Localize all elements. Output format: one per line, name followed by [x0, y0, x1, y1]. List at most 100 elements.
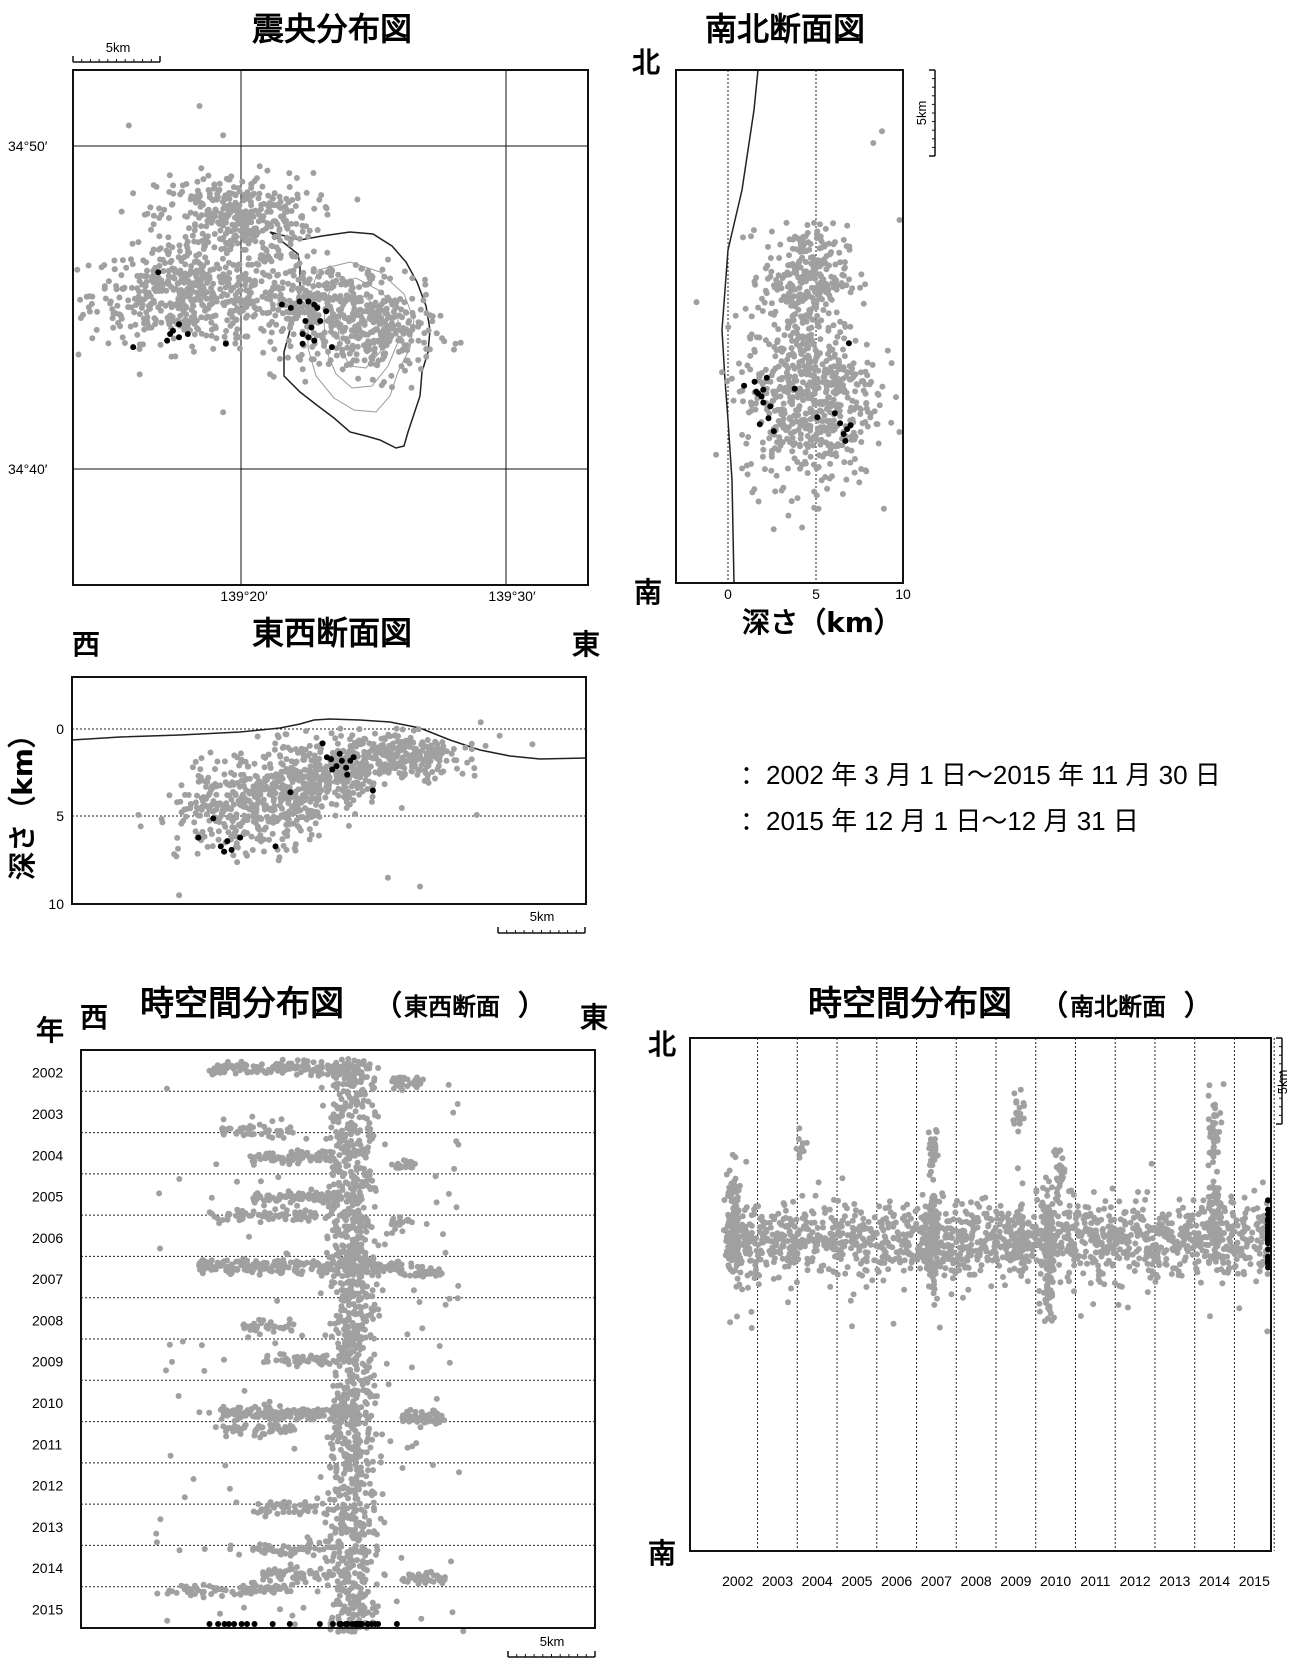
- map-point-gray: [324, 285, 331, 292]
- ew-point-gray: [207, 749, 214, 756]
- ew-point-gray: [135, 811, 142, 818]
- map-point-black: [314, 304, 321, 311]
- ew-st-point-gray: [363, 1566, 370, 1573]
- map-point-gray: [259, 183, 266, 190]
- map-point-gray: [195, 259, 202, 266]
- map-point-gray: [230, 284, 237, 291]
- ns-point-gray: [825, 450, 832, 457]
- map-point-gray: [314, 290, 321, 297]
- ns-point-gray: [778, 285, 785, 292]
- ew-point-gray: [317, 749, 324, 756]
- ns-point-gray: [837, 259, 844, 266]
- ns-point-gray: [848, 447, 855, 454]
- ns-point-gray: [817, 233, 824, 240]
- map-point-black: [155, 269, 162, 276]
- ns-point-gray: [772, 353, 779, 360]
- map-point-gray: [398, 363, 405, 370]
- ew-point-gray: [269, 781, 276, 788]
- ns-point-gray: [830, 284, 837, 291]
- ns-point-gray: [851, 469, 858, 476]
- ns-point-gray: [797, 431, 804, 438]
- ew-st-point-gray: [353, 1200, 360, 1207]
- ew-section-west-label: 西: [72, 628, 100, 661]
- map-point-gray: [415, 337, 422, 344]
- map-point-gray: [256, 163, 263, 170]
- map-point-gray: [140, 257, 147, 264]
- map-point-gray: [195, 294, 202, 300]
- map-point-gray: [283, 222, 290, 229]
- map-point-gray: [145, 324, 152, 331]
- ew-point-gray: [256, 778, 263, 785]
- ew-point-gray: [332, 735, 339, 742]
- map-point-gray: [270, 373, 277, 380]
- map-point-gray: [244, 231, 251, 238]
- ew-st-point-gray: [333, 1059, 340, 1066]
- map-point-gray: [170, 274, 176, 281]
- map-point-gray: [339, 277, 346, 284]
- ew-st-point-gray: [382, 1141, 388, 1148]
- ew-point-gray: [293, 817, 300, 823]
- ns-point-gray: [742, 305, 749, 312]
- map-point-gray: [277, 237, 284, 244]
- map-point-gray: [226, 269, 233, 276]
- ew-st-point-gray: [328, 1440, 334, 1447]
- map-point-gray: [321, 292, 328, 298]
- map-point-gray: [406, 318, 413, 324]
- ew-st-point-gray: [347, 1369, 354, 1376]
- map-point-gray: [227, 246, 234, 253]
- map-point-gray: [276, 355, 283, 362]
- map-point-gray: [395, 321, 402, 328]
- ns-point-gray: [793, 330, 800, 337]
- ns-point-gray: [759, 439, 766, 446]
- ew-point-gray: [381, 735, 388, 742]
- map-point-gray: [260, 200, 267, 207]
- ns-point-gray: [842, 323, 849, 330]
- ew-st-point-gray: [359, 1335, 366, 1342]
- ew-point-black: [195, 834, 202, 841]
- map-point-gray: [283, 315, 290, 322]
- ns-point-gray: [781, 361, 788, 368]
- ns-point-gray: [832, 443, 839, 450]
- ew-point-gray: [212, 766, 218, 772]
- ew-st-point-gray: [343, 1451, 350, 1458]
- ew-spacetime-ytick: 2005: [32, 1189, 63, 1205]
- ns-point-gray: [825, 431, 832, 438]
- map-point-gray: [379, 266, 386, 273]
- ew-st-point-gray: [336, 1592, 343, 1599]
- ew-point-gray: [424, 737, 431, 743]
- map-point-gray: [198, 330, 205, 337]
- map-point-gray: [269, 301, 276, 308]
- ns-point-gray: [879, 128, 885, 135]
- ew-st-point-gray: [349, 1329, 356, 1336]
- map-point-gray: [157, 300, 164, 307]
- ew-point-gray: [261, 786, 268, 793]
- map-point-black: [176, 321, 182, 328]
- map-point-gray: [264, 167, 271, 174]
- map-point-gray: [332, 331, 339, 338]
- map-point-gray: [165, 234, 172, 241]
- ew-st-point-gray: [354, 1465, 361, 1472]
- ew-point-gray: [448, 750, 455, 757]
- ew-point-gray: [230, 801, 237, 808]
- ns-point-gray: [807, 275, 814, 282]
- map-point-gray: [221, 245, 228, 252]
- ew-point-gray: [276, 854, 283, 861]
- map-point-gray: [290, 272, 297, 279]
- ns-point-gray: [748, 331, 755, 338]
- ew-st-point-gray: [346, 1112, 353, 1118]
- ns-point-gray: [802, 417, 809, 424]
- ew-point-gray: [395, 733, 401, 740]
- ew-point-gray: [411, 746, 418, 753]
- ns-point-black: [760, 386, 767, 393]
- ew-st-point-gray: [344, 1088, 351, 1095]
- ew-point-gray: [191, 819, 198, 826]
- ew-st-point-gray: [356, 1601, 363, 1608]
- map-point-gray: [408, 384, 415, 391]
- map-point-gray: [250, 190, 257, 197]
- map-point-gray: [359, 316, 366, 323]
- map-point-gray: [398, 306, 405, 313]
- ns-point-gray: [869, 361, 876, 368]
- ew-ytick-2: 10: [48, 896, 64, 912]
- ns-point-gray: [786, 252, 792, 259]
- ns-point-black: [760, 399, 767, 406]
